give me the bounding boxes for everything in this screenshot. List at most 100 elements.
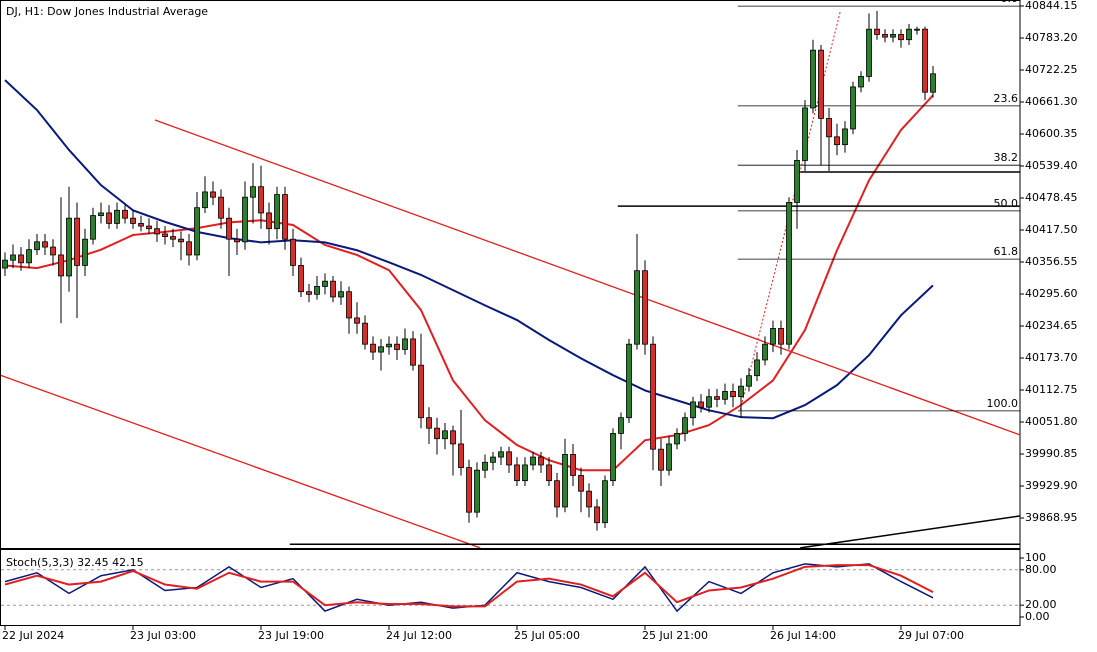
candle-body [146,225,152,230]
stoch-line [4,564,934,608]
stoch-tick-label: 80.00 [1025,563,1057,576]
y-tick-label: 40112.75 [1025,383,1078,396]
moving-average [4,79,934,420]
candle-body [610,433,616,482]
candle-body [394,343,400,350]
candle-body [18,254,24,264]
y-tick-label: 40539.40 [1025,159,1078,172]
candle-body [330,280,336,298]
candle-body [410,338,416,366]
candle-body [522,464,528,482]
candle-body [586,490,592,508]
stoch-tick-label: 0.00 [1025,610,1050,623]
candle-body [802,107,808,161]
candle-body [594,506,600,524]
candle-body [106,212,112,224]
fib-label: 23.6 [994,92,1019,105]
candle-body [722,391,728,400]
candle-body [538,456,544,466]
candle-body [666,443,672,471]
y-tick-label: 40295.60 [1025,287,1078,300]
y-tick-label: 40783.20 [1025,31,1078,44]
candle-body [202,191,208,209]
candle-body [514,464,520,482]
y-tick-label: 40844.15 [1025,0,1078,12]
candle-body [154,228,160,235]
candle-body [138,223,144,227]
candle-body [434,427,440,440]
candle-body [322,280,328,287]
fib-label: 61.8 [994,245,1019,258]
candle-body [890,34,896,38]
candle-body [810,49,816,109]
candle-body [298,265,304,293]
candle-body [34,241,40,251]
candle-body [450,430,456,445]
candle-body [234,238,240,243]
stoch-tick-label: 100 [1025,551,1046,564]
y-tick-label: 40600.35 [1025,127,1078,140]
fib-label: 38.2 [994,151,1019,164]
y-tick-label: 40722.25 [1025,63,1078,76]
plot-border [0,0,1021,549]
candle-body [826,118,832,138]
candle-body [570,454,576,476]
candle-body [634,270,640,345]
candle-body [546,464,552,482]
candle-body [170,236,176,240]
candle-body [218,196,224,219]
candle-body [738,385,744,398]
candle-body [730,391,736,398]
candle-body [714,396,720,400]
candle-body [682,417,688,434]
candle-body [778,328,784,345]
candle-body [42,241,48,248]
candle-body [650,343,656,450]
candle-body [442,430,448,440]
y-tick-label: 39990.85 [1025,447,1078,460]
y-tick-label: 39929.90 [1025,479,1078,492]
candle-body [914,28,920,31]
candle-body [226,217,232,240]
stoch-border [0,549,1021,626]
x-tick-label: 25 Jul 05:00 [514,629,580,642]
moving-average [4,94,934,472]
candle-body [58,254,64,277]
x-tick-label: 29 Jul 07:00 [898,629,964,642]
candle-body [66,217,72,277]
x-tick-label: 26 Jul 14:00 [770,629,836,642]
y-tick-label: 40173.70 [1025,351,1078,364]
candle-body [26,249,32,264]
fib-label: 50.0 [994,197,1019,210]
trendline [800,515,1020,548]
candle-body [858,76,864,88]
candle-body [458,443,464,468]
candle-body [258,186,264,214]
stoch-signal-value: 42.15 [112,556,144,569]
candle-body [506,451,512,466]
candle-body [50,246,56,256]
y-tick-label: 39868.95 [1025,511,1078,524]
candle-body [882,34,888,38]
candle-body [690,401,696,419]
candle-body [314,286,320,295]
candle-body [74,217,80,266]
candle-body [346,291,352,319]
candle-body [290,238,296,266]
candle-body [194,207,200,256]
candle-body [530,456,536,466]
candle-body [874,28,880,35]
candle-body [386,343,392,348]
candle-body [562,454,568,508]
candle-body [114,209,120,224]
candle-body [90,215,96,240]
trendline [1,374,481,548]
candle-body [242,196,248,243]
candle-body [770,328,776,345]
candle-body [418,364,424,419]
candle-body [922,28,928,93]
candle-body [130,217,136,224]
candle-body [930,73,936,93]
candle-body [786,202,792,345]
candle-body [378,346,384,353]
